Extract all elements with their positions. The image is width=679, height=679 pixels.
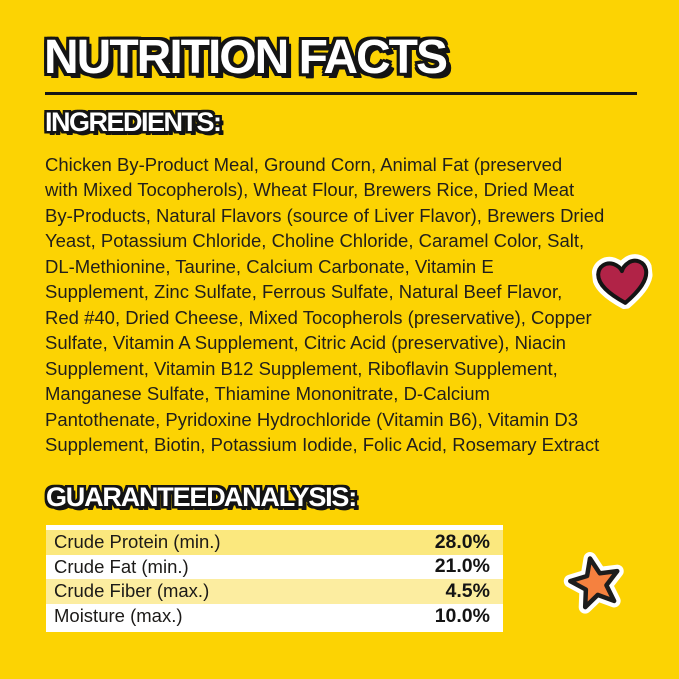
ingredient-line: Supplement, Biotin, Potassium Iodide, Fo… [45,433,600,455]
ingredient-line: Supplement, Vitamin B12 Supplement, Ribo… [45,357,558,379]
guaranteed-analysis-heading: GUARANTEED ANALYSIS: [46,482,357,512]
ingredient-line: Manganese Sulfate, Thiamine Mononitrate,… [45,383,490,405]
ingredient-line: DL-Methionine, Taurine, Calcium Carbonat… [45,255,494,277]
star-icon [558,545,632,619]
ingredient-line: Pantothenate, Pyridoxine Hydrochloride (… [45,408,579,430]
row-value: 10.0% [434,604,490,627]
table-row: Crude Protein (min.) 28.0% [46,530,503,555]
ingredient-line: Yeast, Potassium Chloride, Choline Chlor… [45,230,585,252]
table-row: Crude Fiber (max.) 4.5% [46,579,503,604]
guaranteed-analysis-table: Crude Protein (min.) 28.0% Crude Fat (mi… [46,525,503,633]
row-value: 28.0% [434,530,490,553]
ingredients-text: Chicken By-Product Meal, Ground Corn, An… [45,152,645,457]
ingredients-heading: INGREDIENTS: [45,107,222,137]
row-label: Moisture (max.) [54,605,183,627]
ingredient-line: By-Products, Natural Flavors (source of … [45,204,605,226]
ingredient-line: with Mixed Tocopherols), Wheat Flour, Br… [45,179,575,201]
row-value: 4.5% [445,579,490,602]
ingredient-line: Chicken By-Product Meal, Ground Corn, An… [45,154,563,175]
row-label: Crude Fiber (max.) [54,580,210,602]
heart-icon [590,250,656,312]
divider-rule [45,92,637,95]
page-title: NUTRITION FACTS [44,31,448,84]
table-row: Crude Fat (min.) 21.0% [46,555,503,580]
ingredient-line: Red #40, Dried Cheese, Mixed Tocopherols… [45,306,592,328]
row-label: Crude Fat (min.) [54,555,189,577]
row-label: Crude Protein (min.) [54,531,221,553]
row-value: 21.0% [434,555,490,578]
ingredient-line: Sulfate, Vitamin A Supplement, Citric Ac… [45,332,566,354]
ingredient-line: Supplement, Zinc Sulfate, Ferrous Sulfat… [45,281,563,303]
table-row: Moisture (max.) 10.0% [46,604,503,629]
